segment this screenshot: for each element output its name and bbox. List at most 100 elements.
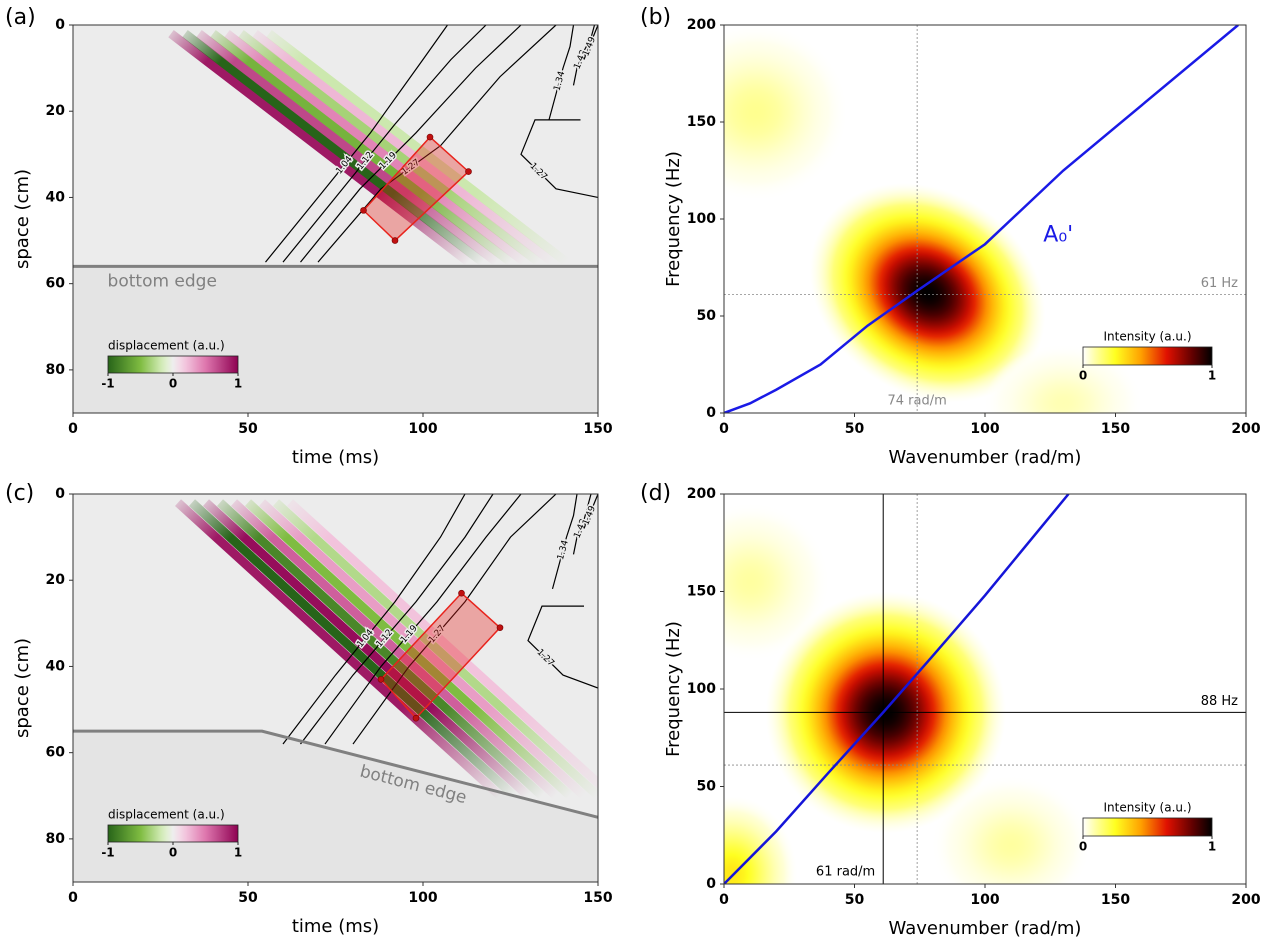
- intensity-blob: [724, 796, 798, 884]
- y-axis-title: space (cm): [12, 169, 33, 269]
- x-tick-label: 100: [970, 892, 999, 908]
- y-tick-label: 100: [687, 681, 716, 697]
- contour: [572, 494, 592, 555]
- x-tick-label: 50: [238, 890, 258, 906]
- y-axis-title: Frequency (Hz): [663, 621, 684, 757]
- roi-vertex: [360, 207, 367, 214]
- x-tick-label: 200: [1231, 892, 1260, 908]
- panel-label: (b): [640, 5, 671, 30]
- wavefront: [238, 30, 542, 266]
- y-tick-label: 0: [706, 405, 716, 421]
- x-axis-title: Wavenumber (rad/m): [889, 447, 1082, 468]
- colorbar-tick-label: 0: [1079, 840, 1087, 854]
- y-tick-label: 0: [706, 876, 716, 892]
- colorbar-tick-label: 0: [169, 377, 177, 391]
- wavefront: [258, 499, 588, 800]
- wavefront: [286, 499, 598, 790]
- wavefront: [202, 499, 532, 800]
- intensity-blob: [724, 503, 829, 660]
- plot-frame: [72, 24, 599, 414]
- contour: [282, 494, 466, 745]
- colorbar-tick-label: 0: [169, 846, 177, 860]
- colorbar-title: Intensity (a.u.): [1104, 330, 1192, 344]
- colorbar-tick-label: 1: [234, 846, 242, 860]
- y-tick-label: 80: [46, 362, 66, 378]
- contour: [583, 25, 598, 60]
- x-tick-label: 100: [408, 890, 437, 906]
- edge-label: bottom edge: [108, 271, 217, 291]
- intensity-blob: [724, 25, 847, 200]
- colorbar: [107, 824, 239, 843]
- x-tick-label: 50: [845, 421, 865, 437]
- contour: [527, 605, 598, 689]
- y-tick-label: 40: [46, 658, 66, 674]
- colorbar-title: Intensity (a.u.): [1104, 801, 1192, 815]
- contour: [300, 494, 494, 745]
- x-tick-label: 150: [583, 421, 612, 437]
- x-tick-label: 150: [583, 890, 612, 906]
- roi-vertex: [465, 168, 472, 175]
- wavefront: [174, 499, 504, 800]
- x-tick-label: 0: [719, 892, 729, 908]
- x-tick-label: 50: [238, 421, 258, 437]
- colorbar: [107, 355, 239, 374]
- y-tick-label: 150: [687, 114, 716, 130]
- x-axis-title: time (ms): [292, 447, 379, 468]
- contour: [520, 119, 598, 199]
- x-axis-title: time (ms): [292, 916, 379, 937]
- below-edge: [73, 266, 598, 413]
- y-tick-label: 40: [46, 189, 66, 205]
- colorbar-tick-label: 0: [1079, 369, 1087, 383]
- contour: [572, 25, 596, 86]
- x-tick-label: 100: [408, 421, 437, 437]
- y-tick-label: 20: [46, 572, 66, 588]
- plot-frame: [72, 493, 599, 883]
- dispersion-line: [724, 494, 1070, 884]
- roi-vertex: [458, 589, 465, 597]
- contour: [324, 494, 522, 745]
- contour: [282, 25, 487, 263]
- guide-label: 61 rad/m: [816, 865, 875, 880]
- y-axis-title: Frequency (Hz): [663, 151, 684, 287]
- contour: [583, 494, 598, 529]
- panel-label: (a): [5, 5, 36, 30]
- contour: [300, 25, 522, 263]
- wavefront: [252, 30, 556, 266]
- colorbar-tick-label: 1: [1208, 840, 1216, 854]
- wavefront: [196, 30, 500, 266]
- bottom-edge: [73, 729, 599, 819]
- colorbar-title: displacement (a.u.): [108, 808, 225, 822]
- wavefront: [216, 499, 546, 800]
- panel-label: (c): [5, 481, 34, 506]
- x-tick-label: 50: [845, 892, 865, 908]
- roi-vertex: [412, 714, 420, 722]
- wavefront: [266, 30, 570, 266]
- colorbar-tick-label: -1: [101, 377, 114, 391]
- below-edge: [73, 731, 598, 882]
- y-tick-label: 150: [687, 584, 716, 600]
- panel-label: (d): [640, 481, 671, 506]
- x-tick-label: 0: [719, 421, 729, 437]
- roi-vertex: [377, 676, 385, 683]
- x-tick-label: 0: [68, 421, 78, 437]
- guide-label: 88 Hz: [1201, 694, 1238, 709]
- intensity-blob: [809, 183, 1046, 403]
- y-tick-label: 60: [46, 745, 66, 761]
- x-tick-label: 100: [970, 421, 999, 437]
- y-tick-label: 50: [697, 308, 717, 324]
- y-axis-title: space (cm): [12, 638, 33, 738]
- colorbar-tick-label: 1: [234, 377, 242, 391]
- y-tick-label: 50: [697, 779, 717, 795]
- colorbar: [1082, 346, 1213, 366]
- wavefront: [210, 30, 514, 266]
- guide-label: 61 Hz: [1201, 276, 1238, 291]
- contour: [548, 25, 575, 121]
- roi-vertex: [496, 624, 504, 631]
- y-tick-label: 0: [55, 486, 65, 502]
- plot-area: [724, 25, 1246, 413]
- colorbar-tick-label: 1: [1208, 369, 1216, 383]
- wavefront: [188, 499, 518, 800]
- roi-vertex: [426, 133, 434, 141]
